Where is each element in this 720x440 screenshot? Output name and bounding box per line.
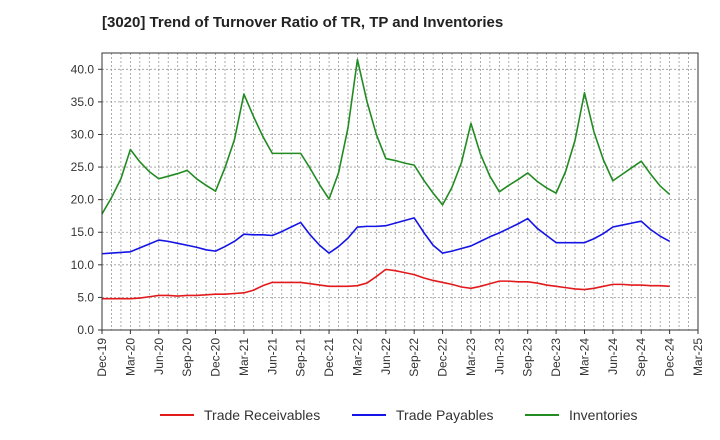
x-tick-label: Dec-21 bbox=[322, 338, 336, 377]
y-tick-label: 40.0 bbox=[71, 62, 95, 76]
plot-frame bbox=[101, 52, 699, 331]
legend-swatch bbox=[525, 414, 559, 416]
y-tick-label: 20.0 bbox=[71, 193, 95, 207]
y-tick-label: 10.0 bbox=[71, 258, 95, 272]
x-tick-label: Jun-24 bbox=[606, 338, 620, 375]
y-tick-label: 5.0 bbox=[77, 290, 94, 304]
legend-label: Trade Payables bbox=[396, 407, 494, 423]
legend-swatch bbox=[352, 414, 386, 416]
y-tick-label: 25.0 bbox=[71, 160, 95, 174]
x-tick-label: Dec-24 bbox=[663, 338, 677, 377]
x-tick-label: Mar-23 bbox=[464, 338, 478, 376]
x-tick-label: Mar-20 bbox=[123, 338, 137, 376]
series-line-trade-payables bbox=[101, 217, 671, 255]
x-tick-label: Sep-20 bbox=[180, 338, 194, 377]
series-lines bbox=[101, 58, 671, 300]
x-tick-label: Dec-22 bbox=[436, 338, 450, 377]
axis-ticks: 0.0 5.0 10.0 15.0 20.0 25.0 30.0 35.0 40.0 Dec-19… bbox=[71, 62, 705, 376]
x-tick-label: Sep-24 bbox=[634, 338, 648, 377]
legend: Trade Receivables Trade Payables Inventori… bbox=[0, 404, 720, 426]
chart-plot: 0.0 5.0 10.0 15.0 20.0 25.0 30.0 35.0 40.0 Dec-19… bbox=[71, 52, 705, 377]
x-tick-label: Dec-19 bbox=[95, 338, 109, 377]
x-tick-label: Mar-25 bbox=[691, 338, 705, 376]
x-tick-label: Sep-22 bbox=[407, 338, 421, 377]
x-tick-label: Sep-23 bbox=[521, 338, 535, 377]
chart-title: [3020] Trend of Turnover Ratio of TR, TP… bbox=[102, 14, 504, 31]
legend-label: Trade Receivables bbox=[204, 407, 321, 423]
x-tick-label: Jun-21 bbox=[265, 338, 279, 375]
x-tick-label: Mar-24 bbox=[577, 338, 591, 376]
x-tick-label: Dec-20 bbox=[209, 338, 223, 377]
legend-item-inventories: Inventories bbox=[525, 404, 637, 426]
x-tick-label: Dec-23 bbox=[549, 338, 563, 377]
legend-item-trade-payables: Trade Payables bbox=[352, 404, 494, 426]
x-tick-label: Jun-23 bbox=[492, 338, 506, 375]
x-tick-label: Mar-21 bbox=[237, 338, 251, 376]
y-tick-label: 15.0 bbox=[71, 225, 95, 239]
y-tick-label: 0.0 bbox=[77, 323, 94, 337]
y-tick-label: 35.0 bbox=[71, 95, 95, 109]
y-tick-label: 30.0 bbox=[71, 127, 95, 141]
series-line-inventories bbox=[101, 58, 671, 215]
x-tick-label: Jun-22 bbox=[379, 338, 393, 375]
legend-item-trade-receivables: Trade Receivables bbox=[160, 404, 320, 426]
plot-area bbox=[102, 53, 698, 330]
x-tick-label: Jun-20 bbox=[152, 338, 166, 375]
legend-label: Inventories bbox=[569, 407, 638, 423]
x-tick-label: Sep-21 bbox=[294, 338, 308, 377]
series-line-trade-receivables bbox=[102, 268, 670, 300]
legend-swatch bbox=[160, 414, 194, 416]
x-tick-label: Mar-22 bbox=[350, 338, 364, 376]
